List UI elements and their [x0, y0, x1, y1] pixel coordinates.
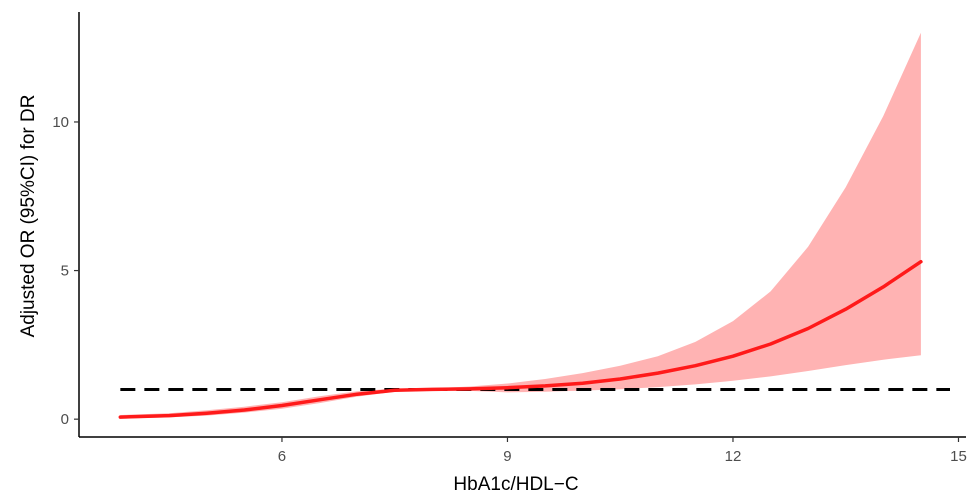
or-curve-layer: [118, 259, 923, 419]
y-tick-label: 5: [61, 263, 69, 280]
x-tick-label: 15: [950, 448, 967, 465]
ci-ribbon: [120, 32, 921, 419]
x-tick-label: 6: [278, 448, 286, 465]
x-tick-label: 12: [725, 448, 742, 465]
y-axis-title: Adjusted OR (95%CI) for DR: [18, 95, 39, 338]
ci-ribbon-layer: [120, 32, 921, 419]
or-curve: [118, 259, 923, 419]
axes: [78, 12, 966, 438]
y-tick-label: 0: [61, 411, 69, 428]
x-tick-label: 9: [503, 448, 511, 465]
y-tick-label: 10: [52, 114, 69, 131]
tick-layer: 6 9 12 15 0 5 10: [52, 114, 967, 465]
x-axis-title: HbA1c/HDL−C: [453, 474, 578, 495]
